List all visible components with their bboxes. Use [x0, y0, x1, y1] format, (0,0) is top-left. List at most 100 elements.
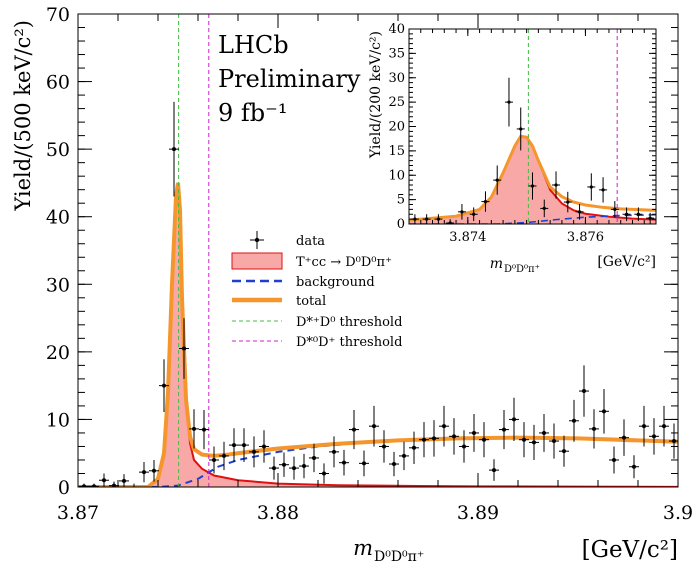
data-point	[552, 171, 561, 199]
data-point	[109, 481, 119, 487]
data-point	[349, 409, 359, 450]
data-marker	[495, 178, 499, 182]
data-marker	[232, 443, 236, 448]
data-point	[199, 409, 209, 450]
y-tick-label: 70	[46, 4, 70, 26]
legend-fill-swatch	[231, 252, 283, 270]
x-tick-label: 3.89	[457, 502, 499, 524]
data-marker	[92, 484, 96, 487]
y-tick-label: 35	[388, 46, 405, 61]
annotation-label: Preliminary	[218, 65, 361, 93]
data-point	[649, 418, 659, 455]
data-point	[379, 430, 389, 463]
data-point	[469, 207, 478, 222]
data-marker	[642, 424, 646, 429]
data-point	[587, 173, 596, 201]
data-marker	[492, 468, 496, 473]
data-point	[329, 436, 339, 468]
data-point	[422, 214, 431, 224]
y-tick-label: 5	[397, 193, 405, 208]
data-marker	[182, 346, 186, 351]
x-axis-label-var: m	[490, 256, 503, 272]
data-marker	[472, 430, 476, 435]
total-curve	[78, 182, 678, 487]
y-tick-label: 15	[388, 144, 405, 159]
data-point	[529, 424, 539, 460]
data-point	[609, 446, 619, 474]
data-point	[219, 441, 229, 471]
data-marker	[82, 484, 86, 487]
data-point	[419, 422, 429, 458]
data-marker	[372, 424, 376, 429]
data-marker	[636, 212, 640, 216]
data-point	[659, 405, 669, 447]
data-marker	[648, 216, 652, 220]
data-marker	[462, 444, 466, 449]
data-marker	[436, 217, 441, 221]
x-axis-unit: [GeV/c²]	[597, 254, 656, 270]
y-tick-label: 25	[388, 95, 405, 110]
data-marker	[601, 188, 605, 192]
y-tick-label: 30	[46, 274, 70, 296]
data-point	[319, 463, 329, 484]
data-point	[634, 207, 643, 222]
legend-entry: total	[232, 294, 326, 309]
data-marker	[152, 468, 156, 473]
data-point	[359, 450, 369, 477]
data-marker	[102, 478, 106, 483]
data-point	[429, 420, 439, 457]
y-tick-label: 0	[397, 217, 405, 232]
data-marker	[172, 147, 176, 152]
data-point	[279, 452, 289, 477]
legend-label: total	[296, 294, 326, 309]
data-marker	[322, 471, 326, 476]
data-point	[629, 455, 639, 479]
data-marker	[432, 436, 436, 441]
data-marker	[652, 434, 656, 439]
data-marker	[302, 464, 306, 469]
data-marker	[362, 461, 366, 466]
legend-entry: background	[232, 275, 375, 290]
data-marker	[122, 478, 126, 483]
annotation-label: 9 fb⁻¹	[218, 99, 287, 127]
data-marker	[292, 466, 296, 471]
data-marker	[252, 449, 256, 454]
x-tick-label: 3.9	[663, 502, 693, 524]
data-point	[516, 107, 525, 151]
data-marker	[554, 183, 558, 187]
legend-label: T⁺cc → D⁰D⁰π⁺	[296, 255, 392, 270]
data-point	[579, 365, 589, 417]
data-point	[133, 483, 135, 487]
data-point	[639, 405, 649, 447]
legend-label: data	[296, 234, 325, 249]
data-marker	[382, 444, 386, 449]
data-marker	[242, 443, 246, 448]
data-point	[493, 165, 502, 195]
data-marker	[332, 449, 336, 454]
data-marker	[622, 435, 626, 440]
background-curve	[78, 437, 678, 487]
x-tick-label: 3.88	[257, 502, 299, 524]
data-point	[339, 449, 349, 476]
legend: data T⁺cc → D⁰D⁰π⁺ background total D*⁺D⁰ th…	[231, 231, 402, 350]
data-marker	[542, 430, 546, 435]
x-tick-label: 3.87	[57, 502, 99, 524]
data-marker	[472, 212, 476, 216]
data-point	[549, 423, 559, 459]
data-point	[79, 483, 89, 487]
x-axis-label-sub: D⁰D⁰π⁺	[504, 264, 540, 275]
data-point	[209, 446, 219, 474]
data-point	[119, 474, 129, 487]
data-marker	[112, 483, 116, 487]
data-marker	[452, 434, 456, 439]
y-tick-label: 10	[46, 409, 70, 431]
y-tick-label: 20	[388, 120, 405, 135]
data-point	[610, 201, 619, 218]
data-marker	[392, 462, 396, 467]
data-point	[669, 423, 678, 459]
data-point	[434, 214, 443, 224]
data-marker	[413, 217, 417, 221]
data-marker	[502, 427, 506, 432]
data-point	[149, 459, 159, 482]
data-marker	[592, 426, 596, 431]
